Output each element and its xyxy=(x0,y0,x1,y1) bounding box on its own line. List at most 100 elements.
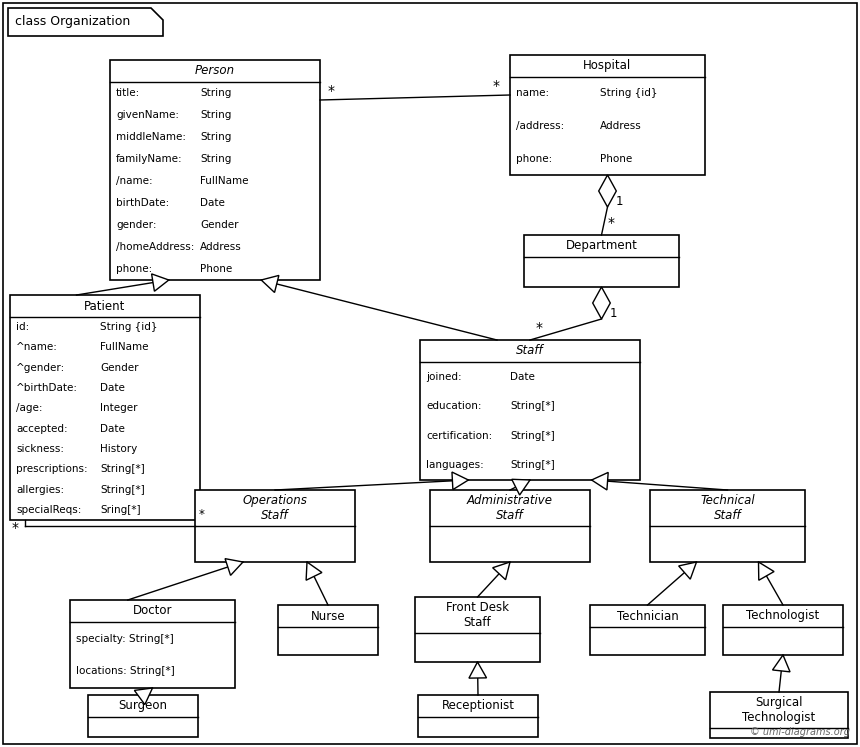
Text: FullName: FullName xyxy=(100,342,149,353)
Text: locations: String[*]: locations: String[*] xyxy=(76,666,175,677)
Text: prescriptions:: prescriptions: xyxy=(16,464,88,474)
Text: certification:: certification: xyxy=(426,431,492,441)
Text: *: * xyxy=(607,216,615,230)
Bar xyxy=(590,605,705,655)
Text: class Organization: class Organization xyxy=(15,16,130,28)
Text: Integer: Integer xyxy=(100,403,138,413)
Text: Person: Person xyxy=(195,64,235,78)
Text: ^name:: ^name: xyxy=(16,342,58,353)
Text: Phone: Phone xyxy=(200,264,232,274)
Polygon shape xyxy=(134,688,152,704)
Text: Phone: Phone xyxy=(600,154,632,164)
Text: name:: name: xyxy=(516,88,550,99)
Polygon shape xyxy=(261,276,279,293)
Bar xyxy=(415,597,540,662)
Bar xyxy=(420,340,640,480)
Text: /age:: /age: xyxy=(16,403,42,413)
Text: Staff: Staff xyxy=(516,344,544,358)
Text: gender:: gender: xyxy=(116,220,157,230)
Text: ^gender:: ^gender: xyxy=(16,363,65,373)
Text: Surgical
Technologist: Surgical Technologist xyxy=(742,696,815,724)
Text: 1: 1 xyxy=(616,195,623,208)
Text: Technologist: Technologist xyxy=(746,610,820,622)
Text: String[*]: String[*] xyxy=(510,401,555,412)
Bar xyxy=(278,605,378,655)
Bar xyxy=(70,600,235,688)
Text: /homeAddress:: /homeAddress: xyxy=(116,242,194,252)
Text: Doctor: Doctor xyxy=(132,604,172,618)
Text: birthDate:: birthDate: xyxy=(116,198,169,208)
Text: Gender: Gender xyxy=(200,220,238,230)
Text: middleName:: middleName: xyxy=(116,132,186,142)
Text: phone:: phone: xyxy=(116,264,152,274)
Polygon shape xyxy=(452,472,469,489)
Text: /address:: /address: xyxy=(516,121,564,131)
Text: *: * xyxy=(199,508,205,521)
Text: joined:: joined: xyxy=(426,372,462,382)
Text: familyName:: familyName: xyxy=(116,154,182,164)
Text: Date: Date xyxy=(510,372,535,382)
Bar xyxy=(430,490,590,562)
Text: Address: Address xyxy=(200,242,242,252)
Text: String {id}: String {id} xyxy=(100,322,157,332)
Text: Technician: Technician xyxy=(617,610,679,622)
Text: *: * xyxy=(536,321,543,335)
Text: String[*]: String[*] xyxy=(510,460,555,471)
Polygon shape xyxy=(493,562,510,580)
Bar xyxy=(88,695,198,737)
Text: String[*]: String[*] xyxy=(100,464,144,474)
Text: Surgeon: Surgeon xyxy=(119,699,168,713)
Polygon shape xyxy=(8,8,163,36)
Text: Department: Department xyxy=(566,240,637,252)
Bar xyxy=(650,490,805,562)
Text: String: String xyxy=(200,88,231,98)
Text: specialReqs:: specialReqs: xyxy=(16,505,82,515)
Text: Date: Date xyxy=(200,198,224,208)
Polygon shape xyxy=(772,655,790,672)
Text: ^birthDate:: ^birthDate: xyxy=(16,383,78,393)
Text: education:: education: xyxy=(426,401,482,412)
Text: Receptionist: Receptionist xyxy=(441,699,514,713)
Text: Gender: Gender xyxy=(100,363,138,373)
Text: Administrative
Staff: Administrative Staff xyxy=(467,494,553,522)
Text: accepted:: accepted: xyxy=(16,424,68,434)
Text: Patient: Patient xyxy=(84,300,126,312)
Text: /name:: /name: xyxy=(116,176,152,186)
Text: Hospital: Hospital xyxy=(583,60,631,72)
Bar xyxy=(510,55,705,175)
Text: © uml-diagrams.org: © uml-diagrams.org xyxy=(750,727,850,737)
Bar xyxy=(110,60,320,280)
Bar xyxy=(723,605,843,655)
Text: Front Desk
Staff: Front Desk Staff xyxy=(446,601,509,629)
Text: String: String xyxy=(200,154,231,164)
Text: *: * xyxy=(328,84,335,98)
Text: String: String xyxy=(200,132,231,142)
Text: languages:: languages: xyxy=(426,460,483,471)
Text: Date: Date xyxy=(100,383,125,393)
Text: String[*]: String[*] xyxy=(510,431,555,441)
Text: Nurse: Nurse xyxy=(310,610,346,622)
Polygon shape xyxy=(592,472,608,490)
Text: title:: title: xyxy=(116,88,140,98)
Text: allergies:: allergies: xyxy=(16,485,64,495)
Text: History: History xyxy=(100,444,138,454)
Bar xyxy=(524,235,679,287)
Text: Technical
Staff: Technical Staff xyxy=(700,494,755,522)
Text: *: * xyxy=(493,79,500,93)
Text: String: String xyxy=(200,110,231,120)
Text: Sring[*]: Sring[*] xyxy=(100,505,141,515)
Polygon shape xyxy=(469,662,487,678)
Text: phone:: phone: xyxy=(516,154,552,164)
Text: FullName: FullName xyxy=(200,176,249,186)
Text: id:: id: xyxy=(16,322,29,332)
Polygon shape xyxy=(151,274,169,291)
Text: *: * xyxy=(11,521,19,535)
Polygon shape xyxy=(679,562,697,579)
Polygon shape xyxy=(306,562,322,580)
Bar xyxy=(195,490,355,562)
Text: 1: 1 xyxy=(610,307,617,320)
Text: Operations
Staff: Operations Staff xyxy=(243,494,307,522)
Polygon shape xyxy=(225,559,243,575)
Text: sickness:: sickness: xyxy=(16,444,64,454)
Polygon shape xyxy=(512,480,530,495)
